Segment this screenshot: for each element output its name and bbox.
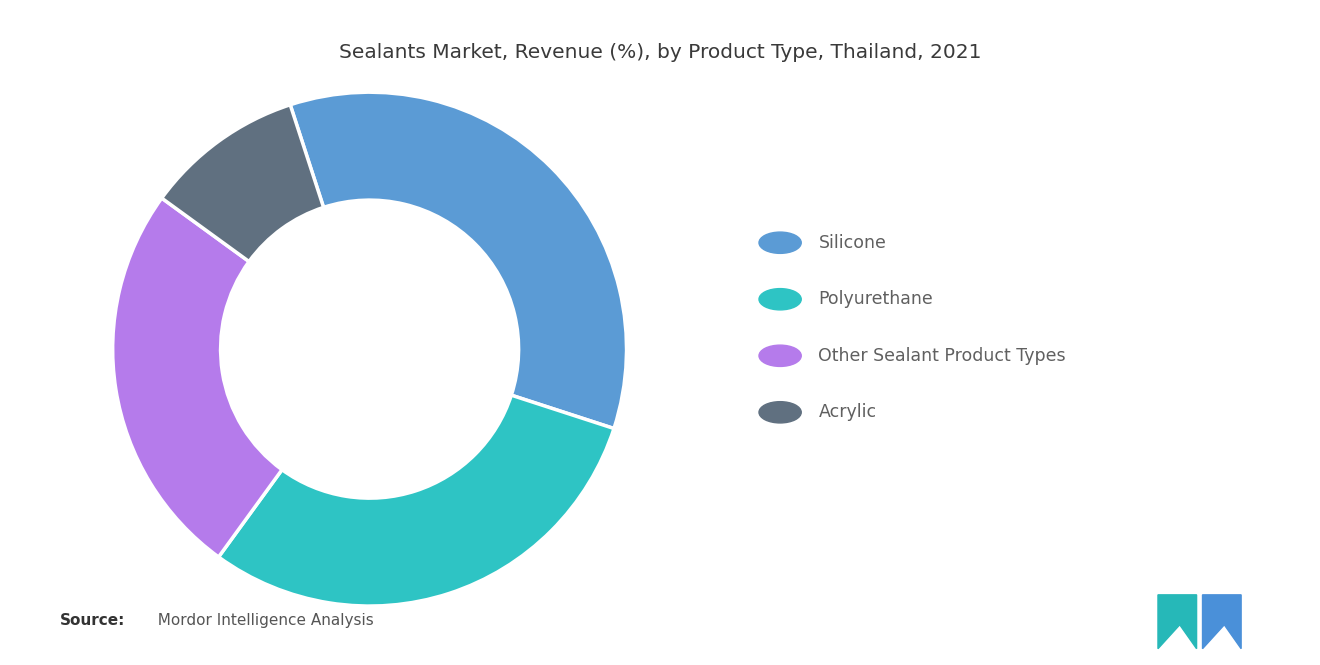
Text: Polyurethane: Polyurethane bbox=[818, 290, 933, 309]
Text: Mordor Intelligence Analysis: Mordor Intelligence Analysis bbox=[148, 613, 374, 628]
Polygon shape bbox=[1203, 595, 1241, 649]
Wedge shape bbox=[290, 92, 627, 428]
Text: Source:: Source: bbox=[59, 613, 125, 628]
Wedge shape bbox=[162, 105, 323, 261]
Polygon shape bbox=[1158, 595, 1196, 649]
Text: Other Sealant Product Types: Other Sealant Product Types bbox=[818, 346, 1067, 365]
Text: Sealants Market, Revenue (%), by Product Type, Thailand, 2021: Sealants Market, Revenue (%), by Product… bbox=[339, 43, 981, 63]
Wedge shape bbox=[112, 198, 282, 557]
Text: Silicone: Silicone bbox=[818, 233, 886, 252]
Wedge shape bbox=[219, 395, 614, 606]
Text: Acrylic: Acrylic bbox=[818, 403, 876, 422]
